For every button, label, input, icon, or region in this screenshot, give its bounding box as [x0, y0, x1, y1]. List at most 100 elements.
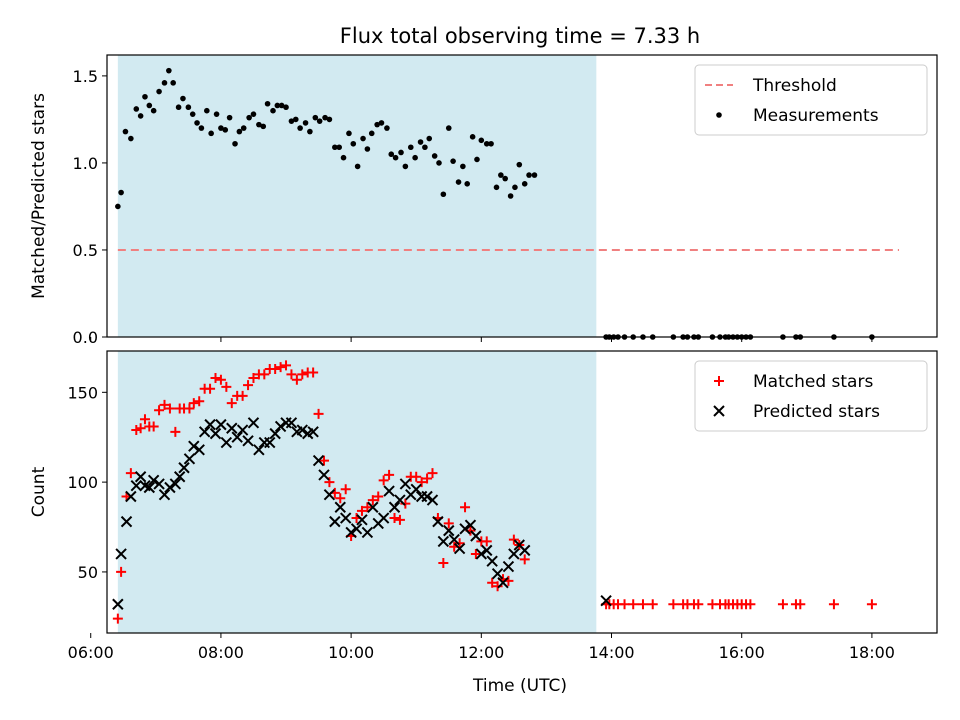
- matched-star-point: [389, 513, 400, 524]
- measurement-point: [264, 100, 271, 107]
- matched-star-point: [194, 396, 205, 407]
- measurement-point: [326, 116, 333, 123]
- count-axis-ticks: 06:00 08:00 10:00 12:00 14:00 16:00 18:00 50 100…: [67, 383, 895, 662]
- measurement-point: [208, 130, 214, 137]
- predicted-star-point: [269, 427, 281, 440]
- matched-star-point: [116, 566, 127, 577]
- matched-star-point: [226, 398, 237, 409]
- measurement-point: [360, 135, 366, 142]
- predicted-star-point: [410, 483, 422, 496]
- matched-star-point: [184, 403, 195, 414]
- predicted-star-point: [247, 417, 260, 429]
- measurement-point: [204, 107, 210, 114]
- matched-star-point: [619, 599, 630, 610]
- measurement-point: [502, 175, 508, 182]
- matched-star-point: [148, 421, 159, 432]
- chart-title: Flux total observing time = 7.33 h: [340, 24, 700, 48]
- x-tick-label: 12:00: [458, 643, 504, 662]
- predicted-star-point: [361, 526, 374, 539]
- matched-star-point: [647, 599, 658, 610]
- x-axis-label: Time (UTC): [472, 676, 567, 696]
- measurement-point: [412, 154, 418, 161]
- predicted-star-point: [236, 424, 249, 436]
- predicted-star-point: [329, 515, 341, 528]
- matched-star-point: [210, 372, 221, 383]
- matched-star-point: [205, 383, 216, 394]
- measurement-point: [469, 134, 476, 140]
- predicted-star-point: [209, 427, 222, 440]
- measurement-point: [431, 153, 438, 159]
- measurement-point: [507, 193, 514, 199]
- predicted-star-point: [193, 444, 205, 456]
- matched-star-point: [170, 426, 181, 437]
- predicted-star-point: [147, 474, 160, 487]
- measurement-point: [118, 189, 124, 196]
- measurement-point: [133, 106, 140, 112]
- predicted-star-point: [394, 494, 406, 506]
- measurement-point: [302, 120, 309, 126]
- count-axes-frame: [106, 350, 938, 634]
- measurement-point: [260, 123, 267, 130]
- measurement-point: [521, 181, 528, 187]
- predicted-star-point: [231, 431, 243, 443]
- y-tick-label: 1.0: [73, 154, 98, 173]
- measurement-point: [194, 120, 200, 126]
- legend-label: Threshold: [752, 76, 837, 96]
- y-tick-label: 1.5: [73, 67, 98, 86]
- ratio-axis-ticks: 0.0 0.5 1.0 1.5: [73, 67, 873, 347]
- matched-star-point: [443, 518, 454, 529]
- matched-star-point: [340, 484, 351, 495]
- predicted-star-point: [502, 560, 515, 573]
- legend-box: [694, 360, 928, 432]
- predicted-star-point: [169, 478, 182, 490]
- measurement-point: [388, 151, 395, 158]
- matched-star-point: [270, 363, 281, 374]
- predicted-star-point: [459, 523, 471, 535]
- count-y-axis-label: Count: [29, 466, 49, 517]
- matched-star-point: [422, 473, 433, 484]
- legend-measurement-swatch: [716, 112, 722, 118]
- matched-star-point: [777, 599, 788, 610]
- measurement-point: [137, 113, 144, 119]
- measurement-point: [440, 191, 447, 198]
- ratio-series: [115, 67, 900, 340]
- matched-star-point: [519, 554, 530, 565]
- predicted-star-point: [443, 524, 455, 537]
- predicted-star-point: [274, 420, 287, 433]
- predicted-star-point: [367, 501, 379, 513]
- predicted-star-point: [188, 440, 200, 452]
- y-tick-label: 0.0: [73, 328, 98, 347]
- matched-star-point: [693, 599, 704, 610]
- measurement-point: [422, 144, 428, 151]
- y-tick-label: 100: [67, 473, 98, 492]
- measurement-point: [445, 125, 452, 131]
- matched-star-point: [286, 369, 297, 380]
- measurement-point: [156, 88, 162, 95]
- matched-star-point: [828, 599, 839, 610]
- measurement-point: [398, 149, 404, 156]
- predicted-star-point: [600, 594, 612, 607]
- measurement-point: [340, 154, 347, 161]
- matched-star-point: [745, 599, 756, 610]
- legend-label: Measurements: [753, 106, 879, 126]
- count-legend: Matched stars Predicted stars: [694, 360, 928, 432]
- measurement-point: [189, 111, 196, 117]
- measurement-point: [493, 184, 500, 191]
- matched-star-point: [416, 477, 427, 488]
- matched-star-point: [356, 505, 367, 516]
- predicted-star-point: [198, 426, 211, 438]
- matched-star-point: [335, 493, 346, 504]
- measurement-point: [402, 163, 409, 170]
- predicted-star-point: [388, 501, 401, 513]
- predicted-star-point: [220, 436, 233, 449]
- measurement-point: [297, 125, 303, 131]
- matched-star-point: [297, 369, 308, 380]
- measurement-point: [122, 128, 129, 135]
- predicted-star-point: [464, 519, 477, 531]
- predicted-star-point: [134, 471, 147, 483]
- measurement-point: [213, 111, 220, 117]
- measurement-point: [226, 114, 233, 121]
- measurement-point: [498, 172, 504, 178]
- matched-star-point: [112, 613, 123, 624]
- matched-star-point: [637, 599, 648, 610]
